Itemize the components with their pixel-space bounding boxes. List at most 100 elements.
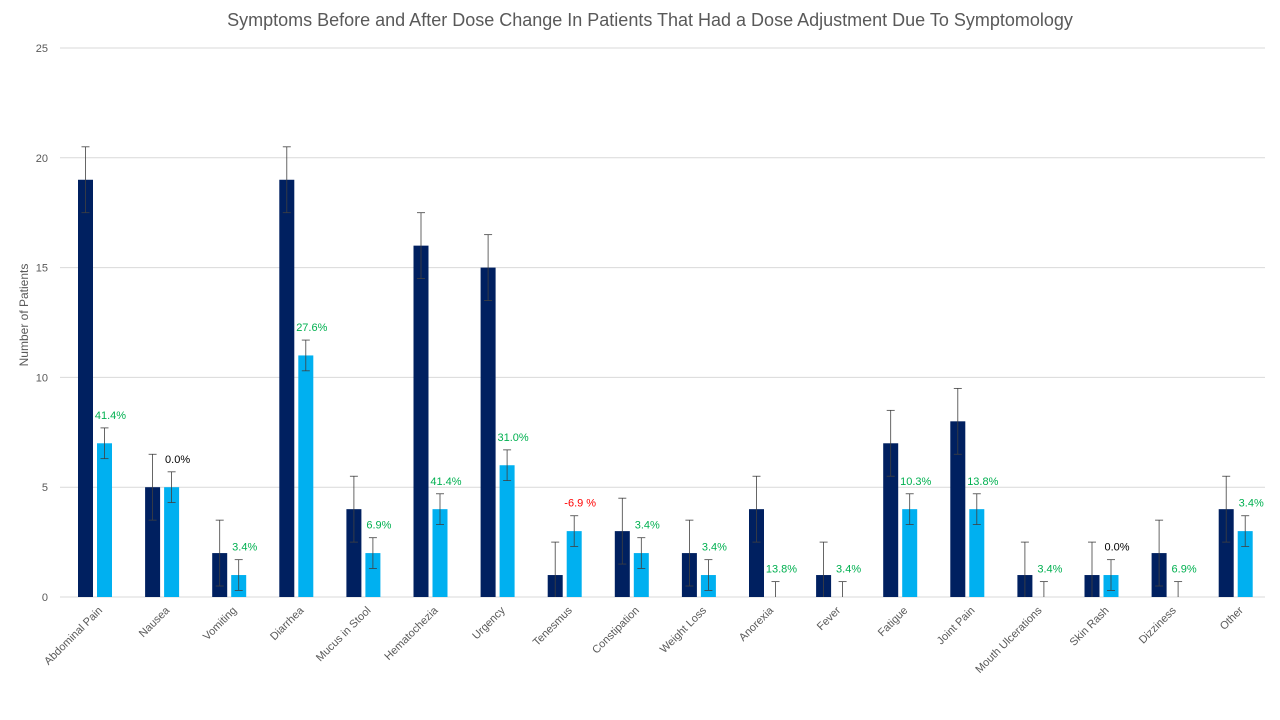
category-label: Constipation [590, 605, 642, 657]
bar-before [346, 509, 362, 597]
error-bar-before [1155, 519, 1164, 587]
category-label: Mouth Ulcerations [973, 604, 1045, 676]
percent-change-label: 13.8% [766, 564, 797, 576]
error-bar-before [1222, 475, 1231, 543]
bar-after [499, 465, 515, 597]
y-tick-label: 0 [42, 592, 48, 604]
bar-after [298, 355, 314, 597]
bar-after [902, 509, 918, 597]
error-bar-after [637, 537, 646, 569]
bar-after [969, 509, 985, 597]
category-label: Urgency [470, 604, 508, 642]
bar-after [432, 509, 448, 597]
bar-before [279, 179, 295, 597]
bars [78, 179, 1253, 597]
error-bar-after [100, 427, 109, 460]
category-label: Vomiting [201, 605, 239, 643]
y-tick-label: 5 [42, 482, 48, 494]
bar-before [78, 179, 93, 597]
error-bar-before [349, 475, 358, 543]
category-label: Skin Rash [1068, 605, 1112, 649]
error-bar-after [905, 493, 914, 525]
bar-before [883, 443, 899, 597]
category-label: Other [1218, 604, 1246, 632]
y-axis-ticks: 0 5 10 15 20 25 [36, 43, 48, 604]
category-label: Joint Pain [935, 605, 978, 648]
error-bar-after [436, 493, 444, 525]
percent-change-label: 31.0% [497, 432, 528, 444]
bar-after [566, 531, 582, 597]
error-bar-before [1020, 541, 1029, 597]
error-bar-after [301, 339, 310, 372]
error-bar-after [1174, 581, 1183, 597]
percent-change-label: 41.4% [430, 476, 461, 488]
y-tick-label: 10 [36, 372, 48, 384]
error-bar-before [551, 541, 560, 597]
category-label: Fever [815, 604, 844, 633]
error-bar-before [81, 146, 90, 214]
annotations: 41.4% 0.0% 3.4% 27.6% 6.9% 41.4% 31.0% -6.9 % 3.… [95, 322, 1264, 576]
error-bar-after [972, 493, 981, 525]
error-bar-after [368, 537, 377, 569]
error-bar-before [819, 541, 828, 597]
percent-change-label: 10.3% [900, 476, 931, 488]
category-label: Mucus in Stool [314, 605, 374, 665]
percent-change-label: 41.4% [95, 410, 126, 422]
bar-before [480, 267, 496, 597]
error-bar-before [618, 497, 627, 565]
category-label: Fatigue [876, 605, 910, 639]
category-label: Abdominal Pain [42, 605, 105, 668]
category-label: Dizziness [1137, 604, 1179, 646]
gridlines [60, 47, 1265, 598]
error-bar-after [1039, 581, 1048, 597]
category-label: Diarrhea [268, 604, 307, 643]
chart-title: Symptoms Before and After Dose Change In… [227, 10, 1073, 30]
percent-change-label: 27.6% [296, 322, 327, 334]
error-bars [81, 146, 1250, 597]
error-bar-after [704, 559, 713, 591]
category-label: Tenesmus [531, 604, 575, 648]
y-tick-label: 25 [36, 43, 48, 55]
error-bar-before [215, 519, 224, 587]
error-bar-before [953, 387, 962, 455]
x-axis-categories: Abdominal Pain Nausea Vomiting Diarrhea Mucu… [42, 604, 1246, 676]
error-bar-before [282, 146, 291, 214]
bar-after [164, 487, 180, 597]
y-axis-label: Number of Patients [17, 264, 31, 367]
error-bar-after [1107, 559, 1115, 591]
bar-after [633, 553, 649, 597]
percent-change-label: 3.4% [635, 520, 660, 532]
error-bar-after [570, 515, 579, 547]
error-bar-before [685, 519, 694, 587]
category-label: Nausea [137, 604, 173, 640]
percent-change-label: 3.4% [836, 564, 861, 576]
y-tick-label: 15 [36, 263, 48, 275]
bar-before [749, 509, 764, 597]
bar-after [1237, 531, 1253, 597]
category-label: Anorexia [737, 604, 777, 644]
percent-change-label: 6.9% [1172, 564, 1197, 576]
percent-change-label: 3.4% [232, 542, 257, 554]
bar-after [97, 443, 112, 597]
category-label: Weight Loss [658, 604, 709, 655]
bar-after [365, 553, 381, 597]
percent-change-label: 3.4% [1239, 498, 1264, 510]
percent-change-label: 13.8% [967, 476, 998, 488]
error-bar-before [752, 475, 761, 543]
percent-change-label: -6.9 % [564, 498, 596, 510]
error-bar-before [417, 212, 425, 279]
percent-change-label: 0.0% [165, 454, 190, 466]
percent-change-label: 6.9% [366, 520, 391, 532]
bar-before [145, 487, 161, 597]
error-bar-after [771, 581, 780, 597]
error-bar-before [1088, 541, 1096, 597]
error-bar-before [148, 453, 157, 521]
error-bar-after [234, 559, 243, 591]
bar-before [1218, 509, 1234, 597]
bar-before [950, 421, 966, 597]
category-label: Hematochezia [382, 604, 441, 663]
y-tick-label: 20 [36, 153, 48, 165]
error-bar-after [167, 471, 176, 503]
